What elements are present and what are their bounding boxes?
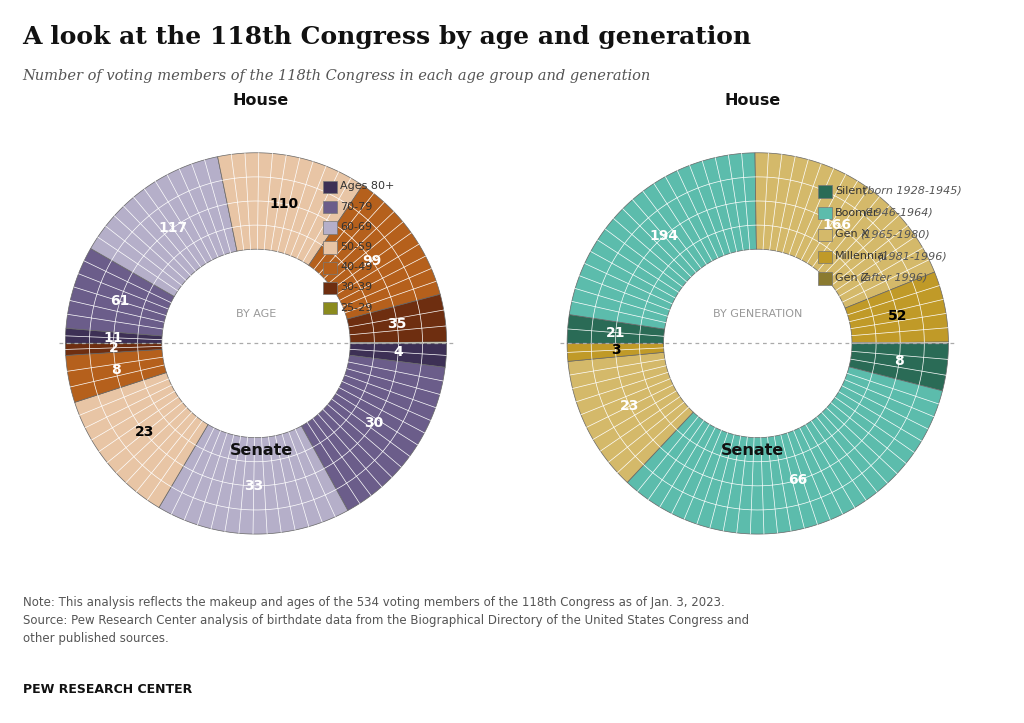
Bar [818, 207, 831, 219]
Polygon shape [75, 372, 208, 508]
Text: 8: 8 [894, 354, 904, 368]
Text: 4: 4 [393, 346, 403, 359]
Bar [324, 201, 337, 213]
Text: House: House [233, 93, 289, 108]
Text: 60-69: 60-69 [340, 222, 373, 232]
Text: 110: 110 [269, 197, 298, 210]
Bar [818, 185, 831, 197]
Text: 33: 33 [244, 479, 263, 493]
Text: Boomer: Boomer [836, 208, 879, 218]
Bar [324, 181, 337, 193]
Polygon shape [66, 249, 174, 336]
Bar [818, 273, 831, 285]
Text: A look at the 118th Congress by age and generation: A look at the 118th Congress by age and … [23, 25, 752, 49]
Polygon shape [849, 343, 948, 391]
Text: 11: 11 [103, 330, 124, 345]
Text: Gen Z: Gen Z [836, 273, 869, 283]
Text: 23: 23 [621, 399, 640, 413]
Text: 117: 117 [158, 221, 187, 235]
Text: (born 1928-1945): (born 1928-1945) [863, 186, 962, 196]
Polygon shape [66, 343, 162, 356]
Bar [324, 241, 337, 254]
Text: PEW RESEARCH CENTER: PEW RESEARCH CENTER [23, 683, 191, 696]
Polygon shape [347, 294, 446, 343]
Text: 99: 99 [362, 254, 382, 268]
Polygon shape [66, 349, 167, 402]
Polygon shape [628, 367, 942, 534]
Polygon shape [567, 315, 665, 343]
Text: 61: 61 [111, 294, 130, 308]
Bar [818, 228, 831, 241]
Polygon shape [159, 424, 348, 534]
Text: BY AGE: BY AGE [236, 309, 276, 320]
Polygon shape [308, 185, 440, 319]
Text: 23: 23 [135, 425, 155, 440]
Text: Ages 80+: Ages 80+ [340, 181, 394, 192]
Text: 50-59: 50-59 [340, 242, 373, 252]
Polygon shape [852, 342, 948, 343]
Text: (after 1996): (after 1996) [860, 273, 927, 283]
Bar [818, 251, 831, 263]
Text: Gen X: Gen X [836, 229, 869, 239]
Polygon shape [91, 157, 237, 296]
Polygon shape [350, 342, 446, 343]
Text: 30: 30 [365, 416, 383, 430]
Polygon shape [755, 153, 935, 308]
Text: 25-29: 25-29 [340, 302, 373, 312]
Text: 21: 21 [606, 325, 626, 340]
Text: House: House [725, 93, 780, 108]
Text: Senate: Senate [721, 443, 784, 458]
Text: 52: 52 [888, 309, 907, 322]
Text: 2: 2 [109, 341, 119, 355]
Polygon shape [567, 343, 664, 362]
Bar [324, 302, 337, 315]
Text: (1981-1996): (1981-1996) [877, 251, 946, 261]
Text: Senate: Senate [229, 443, 293, 458]
Text: Note: This analysis reflects the makeup and ages of the 534 voting members of th: Note: This analysis reflects the makeup … [23, 596, 749, 646]
Polygon shape [569, 153, 757, 329]
Text: 3: 3 [610, 343, 621, 357]
Polygon shape [218, 153, 362, 265]
Text: BY GENERATION: BY GENERATION [713, 309, 803, 320]
Polygon shape [66, 328, 162, 343]
Bar [324, 262, 337, 274]
Text: 40-49: 40-49 [340, 262, 373, 272]
Text: (1965-1980): (1965-1980) [860, 229, 930, 239]
Bar [324, 282, 337, 294]
Text: 35: 35 [387, 317, 407, 331]
Text: 194: 194 [649, 229, 679, 243]
Text: (1946-1964): (1946-1964) [863, 208, 933, 218]
Text: Number of voting members of the 118th Congress in each age group and generation: Number of voting members of the 118th Co… [23, 69, 651, 82]
Polygon shape [349, 343, 446, 367]
Text: Silent: Silent [836, 186, 867, 196]
Text: 166: 166 [822, 218, 851, 232]
Text: Millennial: Millennial [836, 251, 889, 261]
Polygon shape [301, 355, 445, 510]
Text: 66: 66 [787, 473, 807, 487]
Text: 8: 8 [112, 363, 121, 377]
Polygon shape [568, 352, 693, 482]
Bar [324, 221, 337, 234]
Text: 30-39: 30-39 [340, 283, 373, 292]
Text: 70-79: 70-79 [340, 202, 373, 212]
Polygon shape [845, 272, 948, 343]
